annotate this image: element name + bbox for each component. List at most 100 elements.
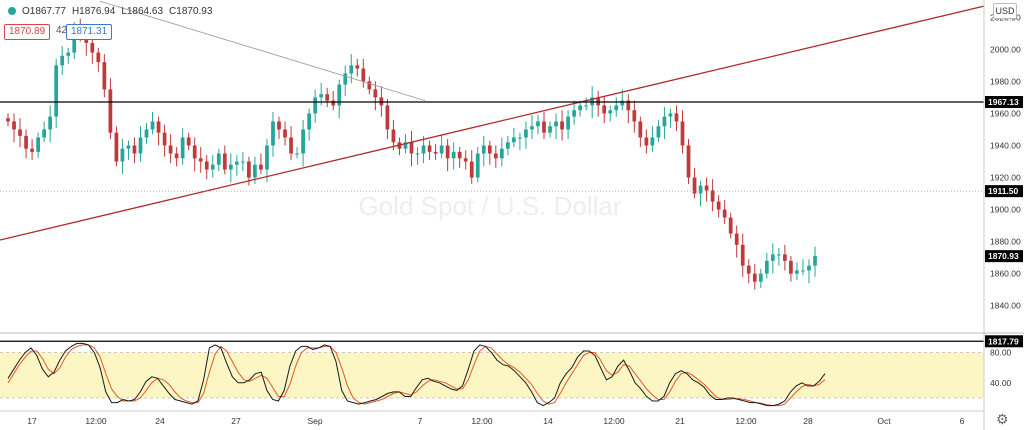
price-marker-bg [985, 335, 1023, 348]
candle-body [813, 256, 817, 266]
x-tick-label: 12:00 [85, 416, 107, 426]
main-price-pane: Gold Spot / U.S. Dollar [0, 0, 985, 342]
candle-body [662, 116, 667, 127]
candle-body [518, 137, 522, 139]
candle-body [740, 244, 745, 266]
candle-body [66, 52, 71, 56]
candle-body [241, 161, 245, 163]
buy-price-button[interactable]: 1871.31 [66, 24, 113, 40]
x-tick-label: 6 [960, 416, 965, 426]
candle-body [180, 137, 185, 159]
candle-body [722, 209, 727, 218]
candle-body [48, 116, 53, 130]
candle-body [620, 100, 625, 106]
candle-body [433, 151, 438, 154]
y-tick-label: 1860.00 [990, 269, 1021, 279]
sell-price-button[interactable]: 1870.89 [4, 24, 51, 40]
y-tick-label: 1900.00 [990, 205, 1021, 215]
candle-body [186, 137, 191, 146]
candle-body [807, 265, 811, 271]
y-tick-label: 1920.00 [990, 173, 1021, 183]
candle-body [72, 30, 77, 53]
candle-body [120, 148, 125, 162]
y-tick-label: 1880.00 [990, 237, 1021, 247]
candle-body [36, 137, 40, 152]
candle-body [644, 137, 649, 146]
candle-body [295, 153, 299, 155]
x-tick-label: 12:00 [603, 416, 625, 426]
y-tick-label: 1940.00 [990, 140, 1021, 150]
candle-body [542, 121, 546, 133]
candle-body [475, 153, 480, 178]
candle-body [457, 151, 462, 159]
candle-body [96, 52, 101, 63]
candle-body [710, 190, 715, 202]
candle-body [18, 129, 22, 136]
candle-body [608, 110, 613, 114]
candle-body [451, 151, 456, 159]
x-tick-label: 24 [155, 416, 165, 426]
candle-body [6, 118, 10, 122]
candle-body [247, 161, 251, 178]
candle-body [572, 110, 576, 117]
candle-body [391, 129, 396, 143]
candle-body [674, 113, 679, 122]
x-tick-label: 27 [231, 416, 241, 426]
candle-body [150, 121, 155, 130]
high-value: H1876.94 [71, 5, 116, 17]
candle-body [530, 126, 534, 130]
candle-body [638, 121, 643, 138]
y-tick-label: 1840.00 [990, 301, 1021, 311]
price-level-label: 1817.79 [988, 336, 1019, 346]
candle-body [668, 113, 673, 117]
candle-body [801, 270, 805, 272]
candle-body [650, 137, 655, 146]
close-value: C1870.93 [169, 5, 213, 17]
x-tick-label: 12:00 [735, 416, 757, 426]
candle-body [505, 142, 510, 149]
candle-body [554, 121, 558, 127]
candle-body [686, 145, 691, 178]
candle-body [343, 73, 348, 85]
currency-button[interactable]: USD [993, 3, 1017, 19]
candle-body [409, 142, 414, 154]
candle-body [162, 132, 167, 146]
candle-body [680, 121, 685, 146]
candle-body [132, 145, 137, 154]
falling-trendline [99, 0, 426, 101]
settings-gear-icon[interactable]: ⚙ [996, 411, 1009, 427]
candle-body [734, 233, 739, 245]
candle-body [192, 145, 197, 159]
x-tick-label: 28 [803, 416, 813, 426]
y-tick-label: 1980.00 [990, 76, 1021, 86]
candle-body [746, 265, 751, 274]
candle-body [427, 145, 432, 152]
candle-body [355, 65, 360, 69]
candle-body [698, 185, 703, 194]
candle-body [560, 121, 564, 130]
candle-body [421, 145, 426, 154]
candle-body [30, 148, 34, 152]
status-dot-icon [8, 7, 16, 15]
candle-body [253, 164, 257, 178]
candle-body [578, 105, 582, 111]
ohlc-legend: O1867.77 H1876.94 L1864.63 C1870.93 [8, 3, 212, 19]
x-tick-label: 7 [418, 416, 423, 426]
candle-body [728, 217, 733, 234]
candle-body [415, 153, 420, 155]
candle-body [114, 132, 119, 162]
candle-body [228, 164, 233, 170]
candle-body [463, 158, 468, 162]
candle-body [349, 65, 354, 74]
candle-body [602, 105, 607, 114]
candle-body [566, 116, 570, 130]
x-tick-label: 12:00 [471, 416, 493, 426]
candle-body [752, 273, 757, 282]
candle-body [361, 68, 366, 82]
candle-body [764, 260, 769, 274]
candle-body [373, 89, 378, 98]
candle-body [108, 89, 113, 133]
candle-body [584, 105, 589, 107]
candle-body [499, 148, 504, 159]
